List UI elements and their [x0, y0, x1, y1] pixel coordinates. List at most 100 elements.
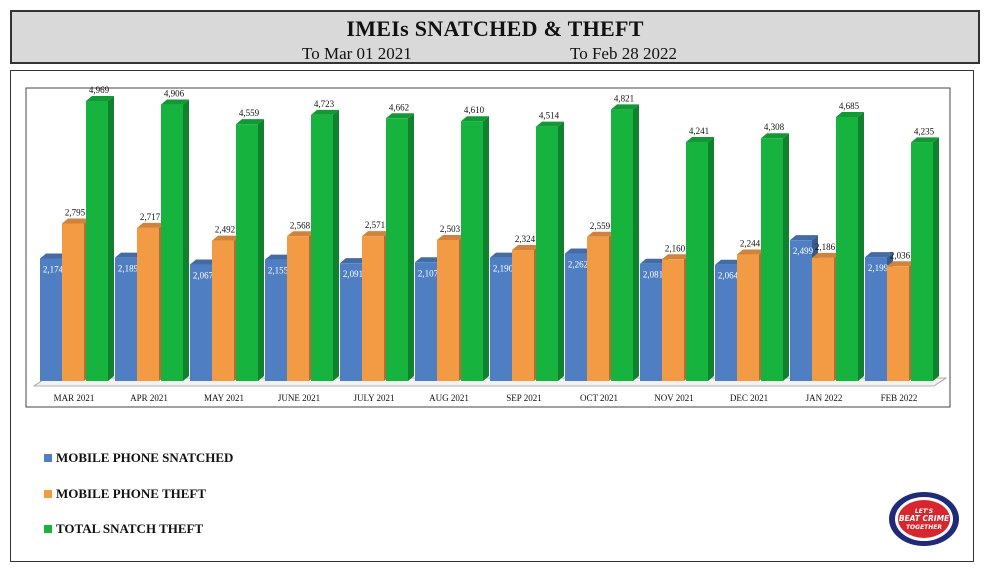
bar	[340, 263, 362, 381]
bar	[911, 142, 933, 381]
beat-crime-logo: LET'S BEAT CRIME TOGETHER	[889, 492, 959, 546]
bar-top	[62, 218, 90, 224]
bar-side	[333, 109, 339, 382]
data-label: 2,568	[290, 220, 311, 230]
data-label: 4,514	[539, 111, 560, 121]
legend-item-total: TOTAL SNATCH THEFT	[44, 521, 203, 537]
bar-chart: 2,174 2,795 4,969 MAR 2021 2,189 2,717 4,906 AP…	[25, 85, 951, 408]
bar-top	[887, 261, 915, 267]
legend-swatch-theft	[44, 490, 52, 499]
bar-top	[865, 252, 893, 258]
bar	[790, 240, 812, 381]
bar	[362, 236, 384, 381]
bar-side	[108, 96, 114, 381]
legend-label-snatched: MOBILE PHONE SNATCHED	[56, 450, 234, 465]
bar-top	[265, 254, 293, 260]
data-label: 2,244	[740, 239, 761, 249]
data-label: 4,610	[464, 105, 485, 115]
data-label: 2,795	[65, 208, 86, 218]
bar	[490, 257, 512, 381]
bar-side	[183, 99, 189, 381]
data-label: 2,160	[665, 243, 686, 253]
data-label: 2,190	[493, 264, 514, 274]
bar-top	[311, 109, 339, 115]
bar-side	[783, 133, 789, 381]
bar	[236, 124, 258, 381]
data-label: 2,186	[815, 242, 836, 252]
chart-title: IMEIs SNATCHED & THEFT	[346, 16, 644, 41]
data-label: 2,199	[868, 263, 889, 273]
bar-top	[190, 259, 218, 265]
legend-item-snatched: MOBILE PHONE SNATCHED	[44, 450, 233, 466]
data-label: 2,499	[793, 246, 814, 256]
x-tick-label: JULY 2021	[353, 393, 394, 403]
data-label: 2,174	[43, 264, 64, 274]
bar-top	[212, 235, 240, 241]
x-tick-label: SEP 2021	[506, 393, 541, 403]
data-label: 2,559	[590, 221, 611, 231]
bar-top	[236, 119, 264, 125]
bar	[812, 257, 834, 381]
bar	[761, 138, 783, 381]
bar-top	[490, 252, 518, 258]
bar-top	[836, 112, 864, 118]
data-label: 2,081	[643, 270, 663, 280]
data-label: 2,064	[718, 271, 739, 281]
bar-top	[287, 231, 315, 237]
bar-top	[686, 137, 714, 143]
x-tick-label: NOV 2021	[654, 393, 694, 403]
bar-side	[408, 113, 414, 381]
bar	[40, 258, 62, 381]
data-label: 4,906	[164, 89, 185, 99]
bar	[161, 104, 183, 381]
data-label: 2,107	[418, 268, 439, 278]
x-tick-label: MAR 2021	[54, 393, 95, 403]
data-label: 4,662	[389, 102, 409, 112]
bar	[836, 117, 858, 381]
bar	[62, 223, 84, 381]
bar-top	[137, 222, 165, 228]
svg-text:BEAT CRIME: BEAT CRIME	[899, 514, 950, 523]
data-label: 4,685	[839, 101, 860, 111]
bar-top	[737, 249, 765, 255]
bar	[137, 227, 159, 381]
data-label: 2,503	[440, 224, 461, 234]
legend-label-theft: MOBILE PHONE THEFT	[56, 486, 207, 501]
bar-side	[858, 112, 864, 381]
bar-top	[761, 133, 789, 139]
bar-top	[362, 231, 390, 237]
bar	[190, 264, 212, 381]
x-tick-label: JUNE 2021	[278, 393, 320, 403]
data-label: 2,262	[568, 260, 588, 270]
data-label: 2,067	[193, 271, 214, 281]
date-from: To Mar 01 2021	[302, 44, 412, 63]
bar-side	[708, 137, 714, 381]
bar	[386, 118, 408, 381]
bar	[611, 109, 633, 381]
bar-top	[386, 113, 414, 119]
svg-text:LET'S: LET'S	[915, 508, 933, 515]
data-label: 4,235	[914, 126, 935, 136]
x-tick-label: MAY 2021	[204, 393, 244, 403]
data-label: 2,571	[365, 220, 385, 230]
bar-top	[587, 231, 615, 237]
bar	[512, 250, 534, 381]
bar-top	[115, 252, 143, 258]
bar-side	[483, 116, 489, 381]
bar-side	[633, 104, 639, 381]
bar-top	[911, 137, 939, 143]
data-label: 2,091	[343, 269, 363, 279]
bar	[287, 236, 309, 381]
data-label: 4,241	[689, 126, 709, 136]
bar-top	[565, 248, 593, 254]
bar-top	[161, 99, 189, 105]
data-label: 4,969	[89, 85, 110, 95]
bar-side	[933, 137, 939, 381]
bar	[865, 257, 887, 381]
bar-top	[340, 258, 368, 264]
svg-text:TOGETHER: TOGETHER	[906, 524, 942, 531]
bar-top	[662, 254, 690, 260]
bar-top	[611, 104, 639, 110]
bar-top	[512, 245, 540, 251]
bar	[311, 114, 333, 382]
